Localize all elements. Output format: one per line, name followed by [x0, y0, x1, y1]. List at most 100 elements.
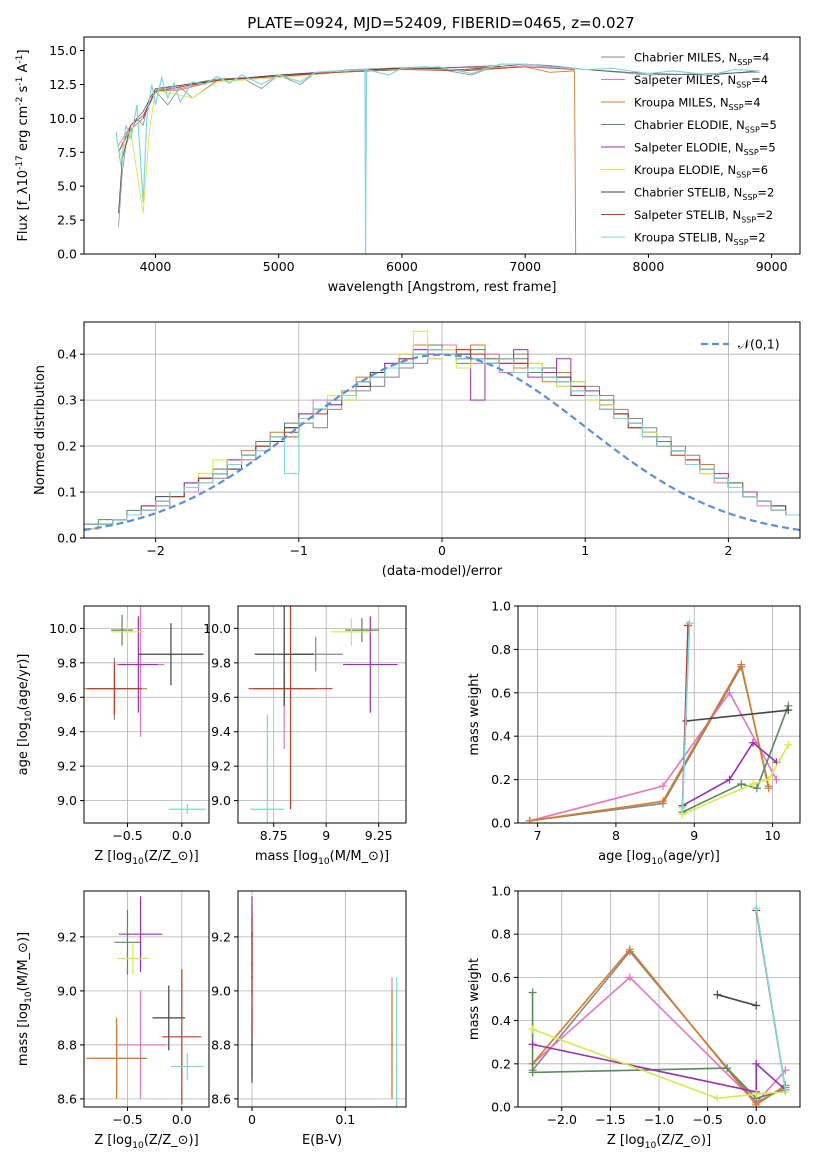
series-marker-6-1 [752, 1001, 761, 1010]
error-cross-3 [114, 909, 141, 975]
series-marker-5-1 [749, 779, 757, 788]
x-tick-label: 7000 [509, 259, 541, 274]
x-tick-label: 0 [248, 1112, 256, 1127]
error-cross-4 [118, 896, 163, 972]
series-line-1 [118, 65, 575, 146]
x-tick-label: 0.0 [172, 1112, 192, 1127]
series-marker-3-2 [752, 784, 761, 793]
legend-label-3: Chabrier ELODIE, NSSP=5 [634, 118, 777, 134]
legend: 𝒩(0,1) [701, 337, 780, 352]
series-marker-2-3 [764, 784, 773, 793]
x-tick-label: 9 [322, 828, 330, 843]
y-tick-label: 9.0 [57, 793, 77, 808]
y-axis-label: age [log10(age/yr)] [16, 654, 34, 776]
x-tick-label: 6000 [386, 259, 418, 274]
error-cross-8 [170, 1053, 204, 1080]
panel-z-weight: −2.0 −1.5 −1.0 −0.5 0.0 0.0 0.2 0.4 0.6 0.8 1.0 Z [… [467, 884, 801, 1151]
x-tick-label: −2.0 [547, 1112, 577, 1127]
x-tick-label: −0.5 [112, 1112, 142, 1127]
series-marker-5-1 [713, 1094, 722, 1103]
error-cross-8 [395, 977, 398, 1107]
series-marker-2-0 [525, 816, 534, 823]
series-line-7 [118, 66, 575, 153]
series-line-8 [681, 623, 691, 808]
series-marker-4-0 [528, 1040, 537, 1049]
y-tick-label: 9.6 [57, 690, 77, 705]
panels-group: 4000 5000 6000 7000 8000 90000.02.55.07.510.0… [15, 36, 801, 1151]
x-axis-label: mass [log10(M/M_⊙)] [255, 849, 389, 867]
series-line-0 [118, 63, 760, 227]
y-tick-label: 9.8 [211, 655, 231, 670]
error-cross-8 [250, 714, 285, 823]
plot-area [248, 606, 398, 823]
legend-label-2: Kroupa MILES, NSSP=4 [634, 96, 761, 112]
series-line-8 [115, 63, 760, 254]
error-cross-8 [168, 804, 206, 815]
y-tick-label: 8.6 [57, 1091, 77, 1106]
y-tick-label: 9.2 [211, 759, 231, 774]
x-tick-label: 0 [438, 543, 446, 558]
series-marker-8-1 [685, 619, 694, 628]
x-axis-label: Z [log10(Z/Z_⊙)] [94, 849, 198, 867]
x-tick-label: 9000 [756, 259, 788, 274]
y-tick-label: 0.4 [57, 347, 77, 362]
error-cross-5 [111, 619, 144, 644]
plot-area [528, 904, 790, 1107]
series-marker-8-0 [752, 904, 761, 913]
series-marker-4-2 [752, 1059, 761, 1068]
figure-title: PLATE=0924, MJD=52409, FIBERID=0465, z=0… [247, 14, 634, 32]
legend-label-1: Salpeter MILES, NSSP=4 [634, 73, 768, 89]
error-cross-1 [114, 990, 167, 1099]
plot-area [251, 896, 398, 1107]
y-tick-label: 0.2 [491, 772, 511, 787]
series-marker-2-1 [658, 797, 667, 806]
series-line-1 [529, 691, 778, 822]
y-tick-label: 1.0 [491, 884, 511, 899]
series-line-3 [142, 66, 501, 119]
series-marker-6-1 [784, 706, 793, 715]
plot-area [115, 63, 760, 254]
y-tick-label: 12.5 [49, 77, 77, 92]
series-marker-5-0 [528, 1025, 537, 1034]
legend: Chabrier MILES, NSSP=4 Salpeter MILES, NS… [601, 51, 777, 247]
y-tick-label: 0.0 [57, 247, 77, 262]
series-marker-2-2 [737, 660, 746, 669]
legend-label-7: Salpeter STELIB, NSSP=2 [634, 208, 773, 224]
y-tick-label: 10.0 [49, 111, 77, 126]
y-tick-label: 0.3 [57, 393, 77, 408]
legend-label-8: Kroupa STELIB, NSSP=2 [634, 231, 766, 247]
y-tick-label: 9.0 [211, 983, 231, 998]
y-tick-label: 8.6 [211, 1091, 231, 1106]
x-axis-label: E(B-V) [302, 1133, 342, 1148]
legend-label-0: Chabrier MILES, NSSP=4 [634, 51, 769, 67]
series-marker-8-0 [678, 803, 687, 812]
y-tick-label: 8.8 [57, 1037, 77, 1052]
legend-label: 𝒩(0,1) [738, 337, 780, 352]
y-axis-label: Flux [f_λ10-17 erg cm-2 s-1 A-1] [15, 49, 31, 241]
error-cross-6 [152, 985, 186, 1051]
y-tick-label: 9.4 [57, 724, 77, 739]
series-marker-3-2 [723, 1064, 732, 1073]
series-marker-1-1 [625, 973, 634, 982]
series-marker-6-0 [713, 990, 722, 999]
x-tick-label: 9.25 [365, 828, 393, 843]
series-line-2 [531, 948, 786, 1106]
error-cross-3 [111, 614, 133, 646]
y-tick-label: 0.0 [491, 1100, 511, 1115]
x-tick-label: −1.0 [644, 1112, 674, 1127]
series-line-1 [532, 976, 787, 1104]
error-cross-3 [345, 618, 379, 643]
y-tick-label: 10.0 [203, 621, 231, 636]
x-axis-label: Z [log10(Z/Z_⊙)] [607, 1133, 711, 1151]
histogram-8 [84, 349, 800, 538]
x-tick-label: −0.5 [692, 1112, 722, 1127]
panel-z-age: −0.5 0.0 9.0 9.2 9.4 9.6 9.8 10.0 Z [log10(Z/Z_⊙… [16, 605, 210, 867]
y-tick-label: 9.2 [57, 929, 77, 944]
y-tick-label: 0.4 [491, 1013, 511, 1028]
x-tick-label: −1.5 [595, 1112, 625, 1127]
y-tick-label: 0.6 [491, 685, 511, 700]
axes-frame [517, 605, 801, 824]
x-tick-label: 2 [724, 543, 732, 558]
y-tick-label: 1.0 [491, 599, 511, 614]
